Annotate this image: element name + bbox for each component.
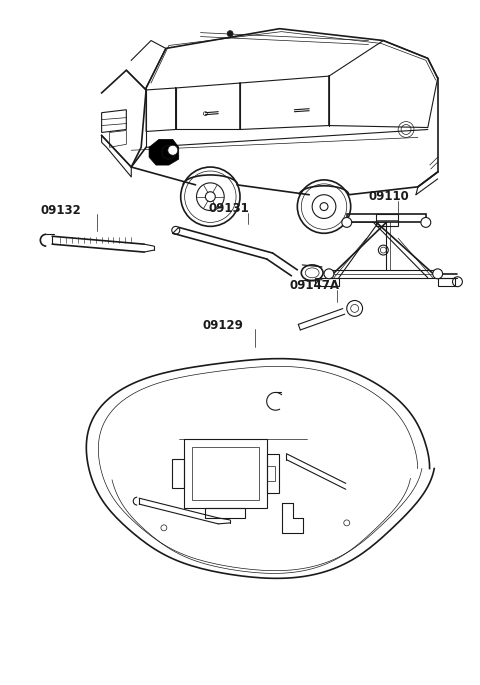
Circle shape	[205, 192, 216, 201]
Circle shape	[168, 145, 178, 155]
Circle shape	[378, 245, 388, 255]
Circle shape	[433, 269, 443, 279]
Text: 09132: 09132	[40, 204, 81, 217]
Text: 09129: 09129	[203, 319, 243, 332]
Circle shape	[162, 145, 176, 159]
Text: 09110: 09110	[369, 190, 409, 203]
Text: 09147A: 09147A	[289, 279, 339, 292]
Circle shape	[320, 203, 328, 210]
Polygon shape	[149, 139, 179, 165]
Circle shape	[342, 217, 352, 227]
Circle shape	[380, 247, 386, 253]
Circle shape	[227, 31, 233, 36]
Circle shape	[324, 269, 334, 279]
Circle shape	[421, 217, 431, 227]
Text: 09131: 09131	[208, 202, 249, 215]
